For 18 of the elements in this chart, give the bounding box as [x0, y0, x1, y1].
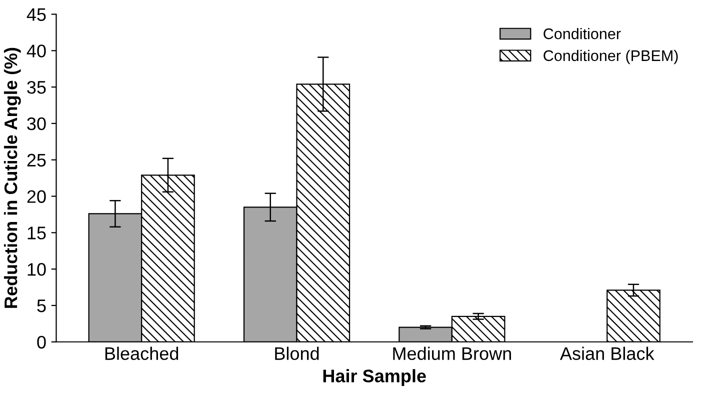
y-tick-label: 10 — [28, 263, 46, 276]
x-tick-label: Bleached — [105, 346, 178, 360]
x-tick-label: Asian Black — [560, 346, 654, 360]
y-axis-title: Reduction in Cuticle Angle (%) — [4, 48, 21, 308]
y-tick-label: 30 — [27, 117, 46, 130]
y-tick-label: 15 — [28, 226, 46, 240]
y-tick-label: 20 — [27, 190, 46, 203]
x-axis-title: Hair Sample — [323, 369, 426, 386]
x-tick-label: Medium Brown — [393, 346, 511, 360]
y-tick-label: 0 — [37, 336, 46, 349]
y-tick-label: 25 — [27, 154, 46, 167]
y-tick-label: 35 — [27, 80, 46, 94]
y-tick-label: 5 — [37, 300, 46, 312]
y-tick-label: 45 — [26, 8, 46, 21]
legend-label: Conditioner — [544, 28, 621, 40]
x-tick-label: Blond — [275, 346, 319, 360]
legend-label: Conditioner (PBEM) — [544, 50, 678, 64]
y-tick-label: 40 — [26, 44, 46, 58]
